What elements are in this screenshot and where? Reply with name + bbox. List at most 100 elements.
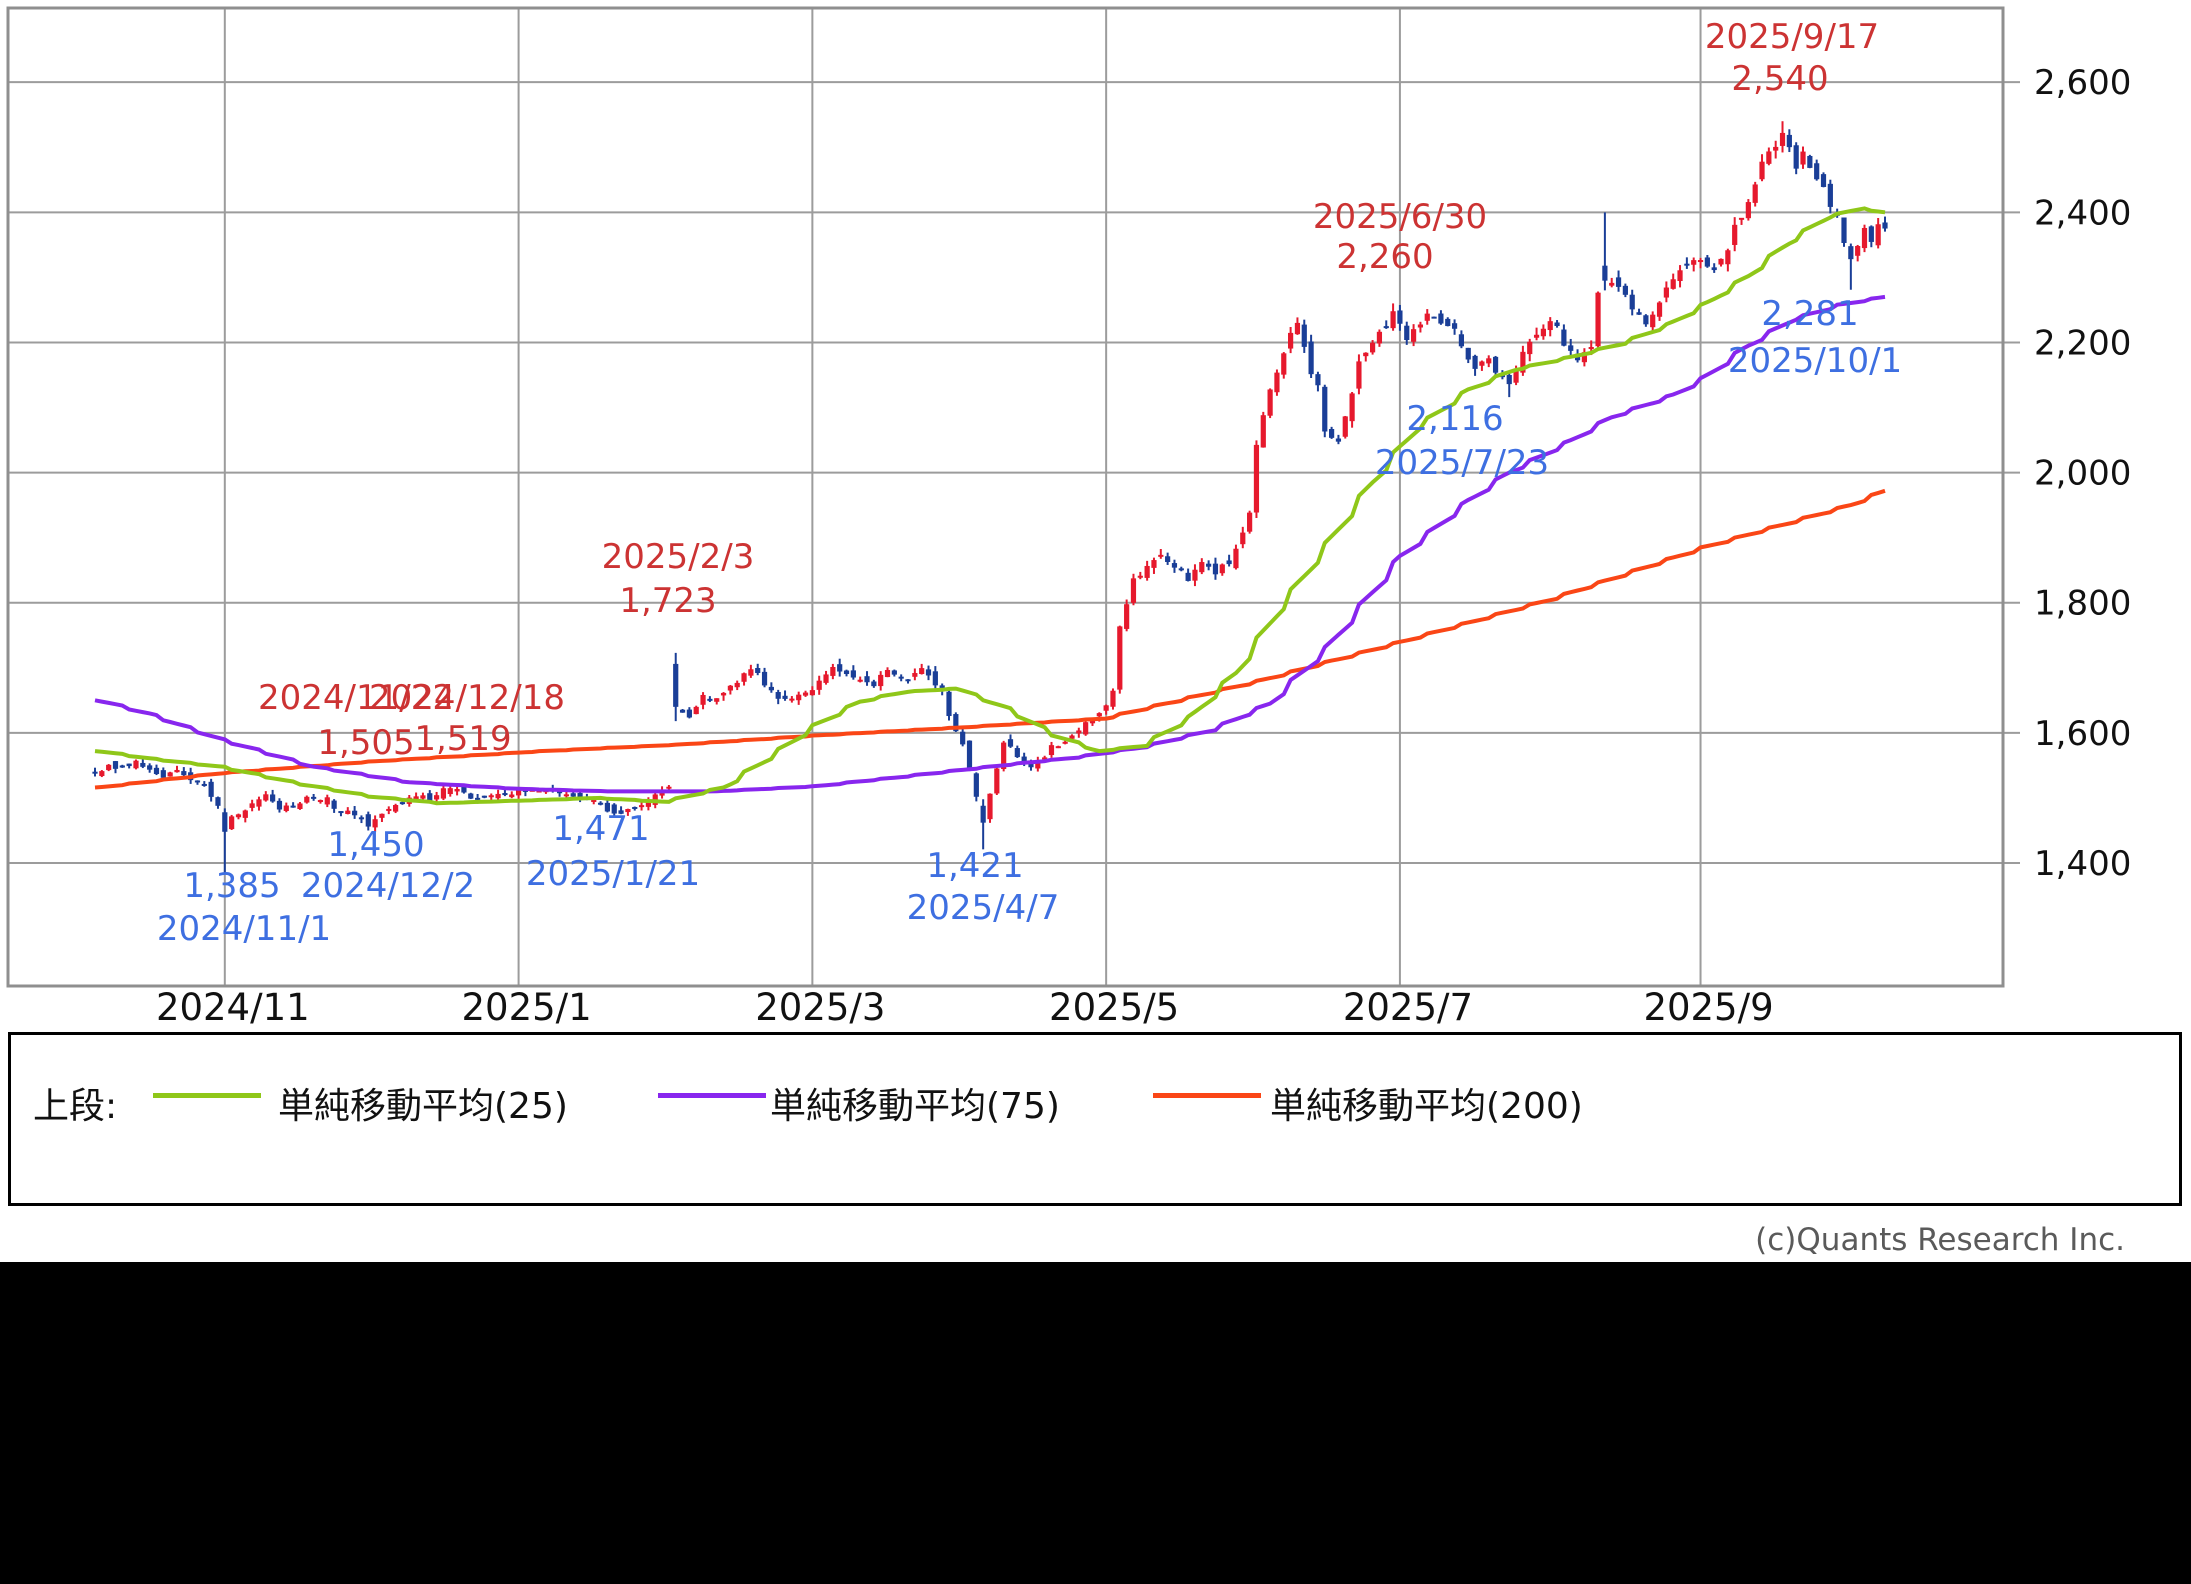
candle-body: [379, 813, 385, 818]
trough-annotation: 1,471: [552, 809, 649, 849]
grid-layer: [6, 6, 2020, 988]
candle-body: [1684, 263, 1690, 266]
trough-annotation: 2,116: [1406, 399, 1503, 439]
candle-body: [1547, 321, 1553, 331]
candle-body: [1021, 756, 1027, 762]
trough-annotation: 1,450: [327, 825, 424, 865]
candle-body: [1226, 560, 1232, 565]
candle-body: [987, 793, 993, 820]
annotations-layer: 2024/11/221,5052024/12/181,5192025/2/31,…: [157, 17, 1902, 949]
candle-body: [1001, 742, 1007, 770]
candle-body: [420, 795, 426, 799]
candle-body: [1732, 224, 1738, 245]
candle-body: [1329, 429, 1335, 438]
candle-body: [905, 679, 911, 682]
candle-body: [1404, 325, 1410, 340]
candle-body: [495, 793, 501, 799]
candle-body: [112, 761, 119, 769]
candle-body: [160, 770, 166, 778]
candle-body: [201, 783, 207, 786]
candle-body: [953, 714, 959, 732]
svg-text:2,000: 2,000: [2034, 454, 2131, 494]
trough-annotation: 2,281: [1761, 294, 1858, 334]
candle-body: [474, 797, 481, 800]
candle-body: [297, 803, 303, 809]
candle-body: [871, 681, 877, 687]
sma-200-line: [94, 488, 1886, 790]
svg-text:1,600: 1,600: [2034, 714, 2131, 754]
trough-annotation: 2025/7/23: [1375, 443, 1549, 483]
candle-body: [1506, 374, 1512, 385]
candle-body: [1158, 554, 1164, 557]
candle-body: [1738, 217, 1745, 220]
candle-body: [447, 788, 453, 795]
peak-annotation: 2025/9/17: [1705, 17, 1879, 57]
candle-body: [1165, 556, 1171, 562]
sma200-line-swatch: [1153, 1093, 1261, 1098]
candle-body: [1376, 331, 1383, 344]
y-axis-labels: 2,600 2,400 2,200 2,000 1,800 1,600 1,400: [2034, 63, 2131, 884]
peak-annotation: 2024/12/18: [369, 678, 565, 718]
candle-body: [960, 731, 966, 745]
candle-body: [1007, 739, 1014, 747]
candle-body: [1212, 563, 1219, 575]
candle-body: [878, 674, 884, 687]
candle-body: [1445, 318, 1451, 327]
candle-body: [1322, 386, 1328, 432]
candle-body: [1281, 353, 1287, 375]
candle-body: [235, 814, 242, 818]
candle-body: [1069, 735, 1075, 739]
candle-body: [488, 795, 494, 798]
candle-body: [317, 800, 324, 803]
candle-body: [1759, 161, 1765, 180]
svg-text:2025/7: 2025/7: [1343, 986, 1473, 1029]
candle-body: [597, 802, 604, 805]
candle-body: [1458, 334, 1465, 347]
candle-body: [611, 804, 617, 814]
candle-body: [1335, 438, 1342, 442]
candle-body: [1650, 314, 1656, 328]
candle-body: [1492, 356, 1499, 373]
candle-body: [1643, 315, 1649, 325]
candle-body: [215, 797, 221, 806]
candle-body: [850, 670, 856, 678]
candle-body: [222, 812, 228, 832]
sma75-line-swatch: [658, 1093, 766, 1098]
candle-body: [147, 765, 153, 770]
candle-body: [1390, 311, 1396, 329]
candle-body: [133, 760, 139, 769]
candle-body: [468, 793, 474, 799]
sma-25-line: [94, 206, 1886, 806]
candle-body: [966, 740, 973, 770]
candle-body: [276, 800, 283, 810]
candle-body: [638, 805, 645, 808]
candle-body: [1479, 361, 1485, 366]
candle-body: [1410, 329, 1417, 342]
candle-body: [1520, 351, 1526, 373]
peak-annotation: 1,505: [317, 723, 414, 763]
candle-body: [92, 771, 98, 774]
candle-body: [1308, 341, 1314, 375]
candle-body: [1609, 282, 1615, 286]
candle-body: [208, 781, 214, 797]
candle-body: [843, 670, 850, 675]
candle-body: [693, 706, 699, 715]
candle-body: [796, 694, 802, 701]
candle-body: [454, 789, 460, 792]
candle-body: [1397, 310, 1403, 324]
candle-body: [625, 809, 631, 813]
trough-annotation: 2025/10/1: [1728, 341, 1902, 381]
candle-body: [1233, 548, 1239, 569]
candle-body: [242, 810, 248, 818]
candle-body: [775, 692, 781, 699]
candle-body: [673, 663, 679, 707]
candle-body: [823, 674, 829, 683]
candle-body: [1219, 564, 1225, 574]
svg-text:1,400: 1,400: [2034, 844, 2131, 884]
candle-body: [181, 771, 187, 776]
candle-body: [1841, 217, 1847, 243]
candle-body: [1882, 222, 1888, 229]
candle-body: [229, 816, 235, 830]
candle-body: [413, 796, 419, 801]
